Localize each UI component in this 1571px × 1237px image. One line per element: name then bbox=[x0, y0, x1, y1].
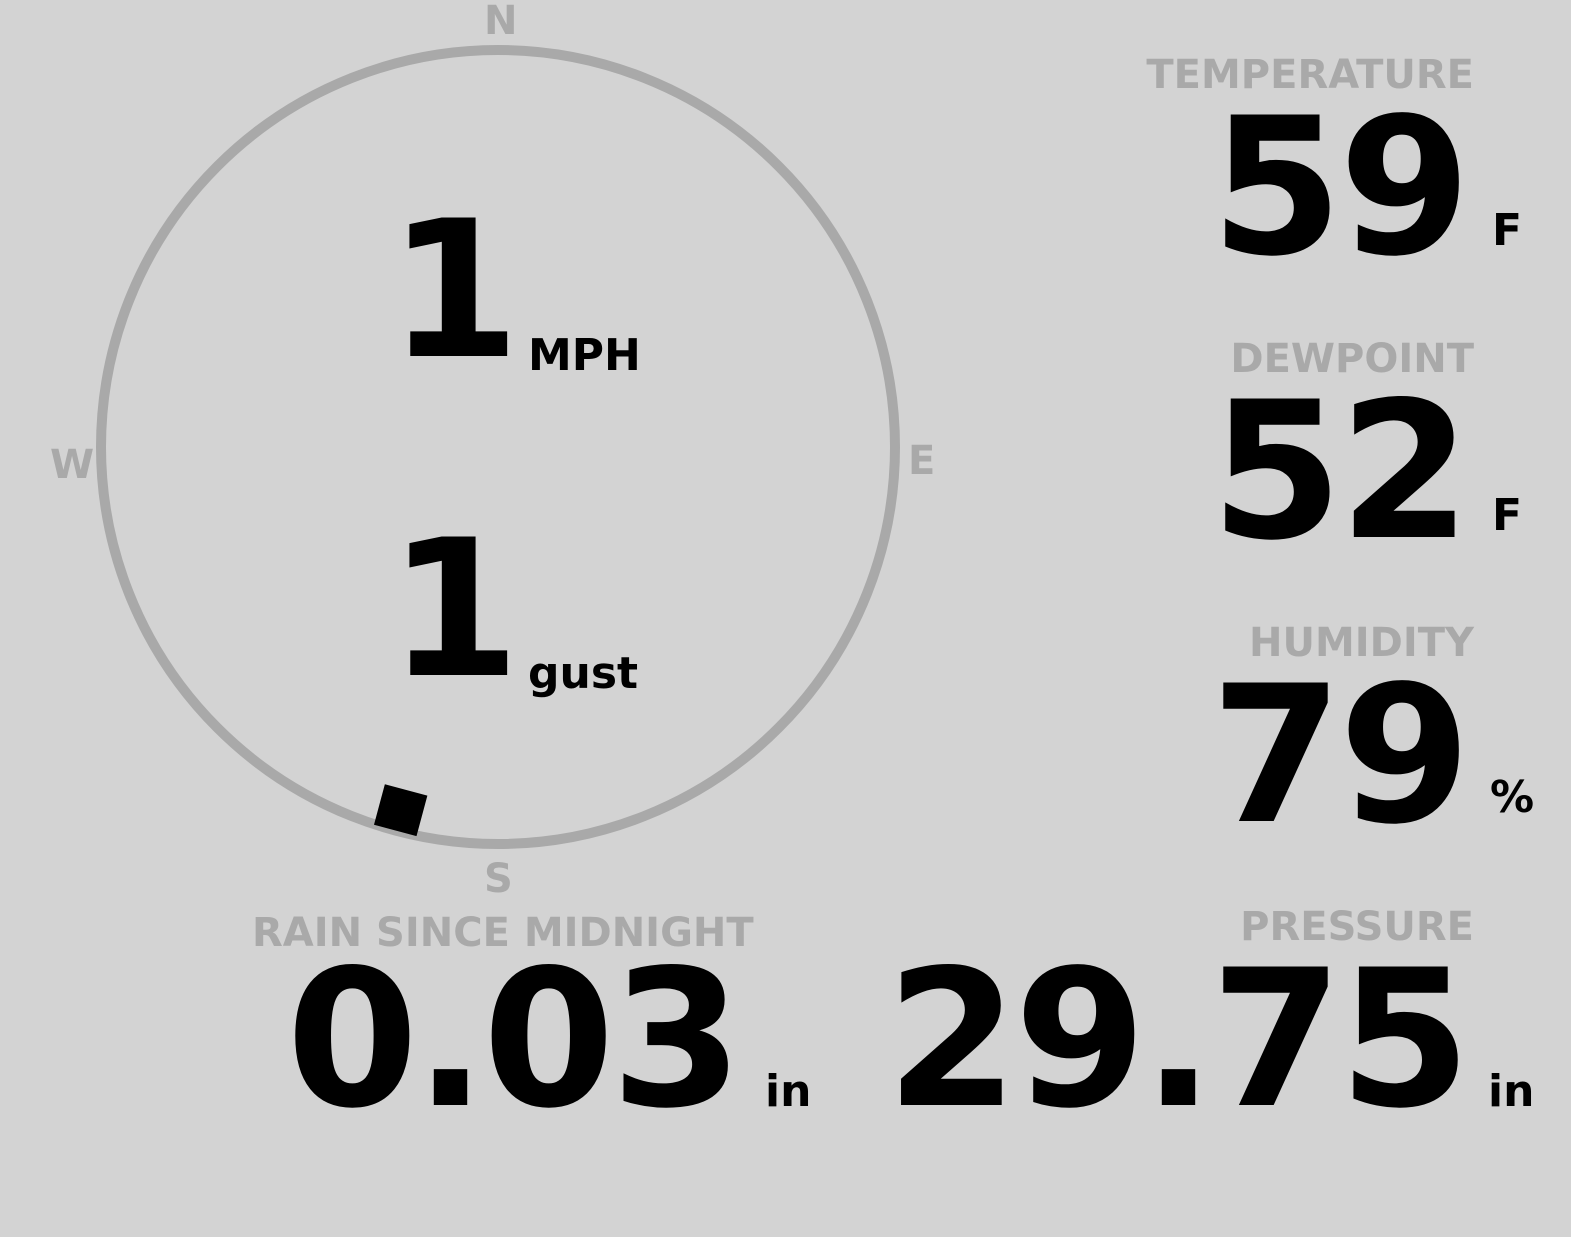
humidity-label: HUMIDITY bbox=[1249, 620, 1474, 666]
dewpoint-value: 52 bbox=[1210, 361, 1471, 582]
wind-speed-unit: MPH bbox=[528, 330, 641, 381]
gust-value: 1 bbox=[388, 499, 520, 720]
dewpoint-label: DEWPOINT bbox=[1230, 336, 1474, 382]
humidity-unit: % bbox=[1490, 772, 1535, 823]
dewpoint-unit: F bbox=[1492, 490, 1523, 541]
rain-value: 0.03 bbox=[286, 929, 743, 1150]
compass-ring bbox=[96, 45, 900, 849]
compass-west: W bbox=[50, 442, 95, 488]
temperature-unit: F bbox=[1492, 205, 1523, 256]
compass-south: S bbox=[484, 856, 513, 902]
pressure-label: PRESSURE bbox=[1240, 904, 1474, 950]
wind-direction-marker bbox=[373, 784, 428, 837]
compass-north: N bbox=[484, 0, 518, 44]
gust-label: gust bbox=[528, 648, 639, 699]
temperature-label: TEMPERATURE bbox=[1146, 52, 1474, 98]
rain-label: RAIN SINCE MIDNIGHT bbox=[252, 910, 754, 956]
compass-east: E bbox=[908, 438, 936, 484]
temperature-value: 59 bbox=[1210, 77, 1471, 298]
pressure-value: 29.75 bbox=[886, 929, 1471, 1150]
humidity-value: 79 bbox=[1210, 645, 1471, 866]
wind-speed-value: 1 bbox=[388, 180, 520, 401]
pressure-unit: in bbox=[1488, 1066, 1535, 1117]
rain-unit: in bbox=[765, 1066, 812, 1117]
